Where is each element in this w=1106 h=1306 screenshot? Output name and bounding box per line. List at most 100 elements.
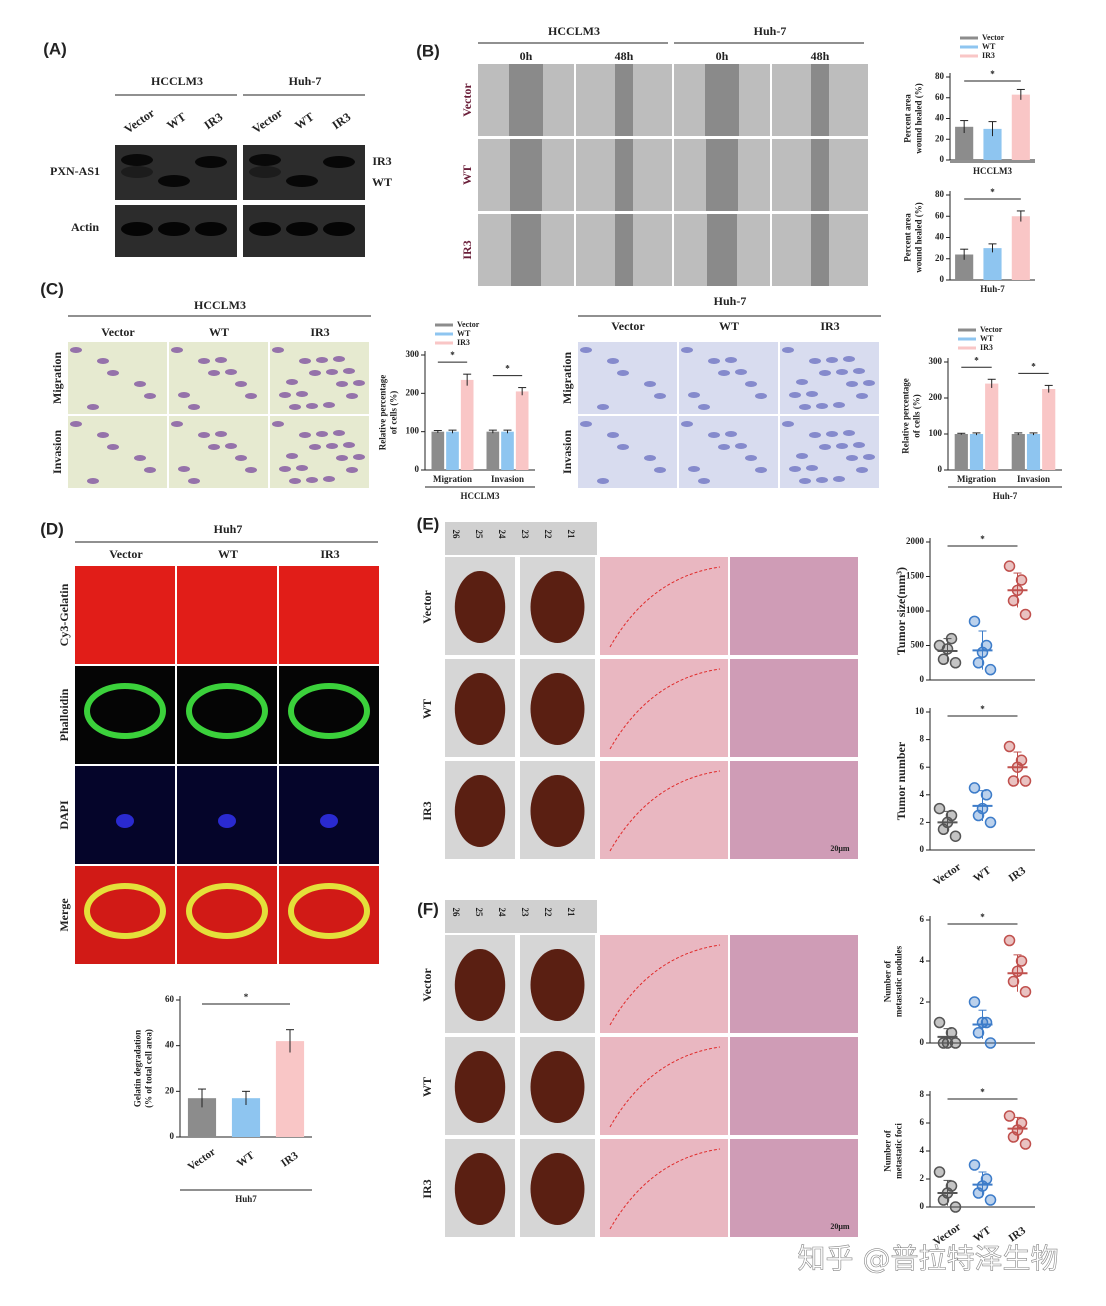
y-axis-label: Relative percentage — [901, 378, 911, 454]
image — [68, 342, 167, 414]
cell — [97, 358, 109, 364]
band — [249, 222, 281, 236]
image — [279, 566, 379, 664]
cell — [84, 683, 166, 739]
cell — [215, 431, 227, 437]
x-tick-label: Vector — [186, 1146, 218, 1174]
x-tick-label: Invasion — [1017, 474, 1050, 484]
y-tick-label: 20 — [935, 253, 945, 263]
histology — [730, 935, 858, 1033]
y-tick-label: 40 — [935, 232, 945, 242]
wound-gap — [811, 139, 829, 211]
image — [270, 416, 369, 488]
y-axis-label: of cells (%) — [912, 394, 922, 437]
ruler-number: 22 — [543, 530, 553, 540]
y-tick-label: 80 — [935, 189, 945, 199]
y-tick-label: 100 — [406, 426, 420, 436]
y-tick-label: 2 — [920, 996, 925, 1006]
cell — [107, 444, 119, 450]
band — [121, 222, 153, 236]
row-label: Migration — [560, 352, 574, 404]
cell — [235, 455, 247, 461]
ruler-number: 23 — [520, 908, 530, 918]
histology — [730, 1037, 858, 1135]
band — [249, 166, 281, 178]
scale-label: 20μm — [830, 844, 850, 853]
row-label: IR3 — [420, 1179, 434, 1198]
y-tick-label: 0 — [415, 464, 420, 474]
organ — [454, 949, 506, 1021]
cell — [644, 455, 656, 461]
col-label: WT — [719, 319, 739, 333]
row-label: Vector — [420, 590, 434, 624]
dot — [984, 816, 997, 829]
dot — [968, 615, 981, 628]
wound-gap — [707, 214, 737, 286]
significance: * — [980, 1087, 985, 1097]
nucleus — [218, 814, 236, 828]
cell — [286, 379, 298, 385]
cell — [208, 444, 220, 450]
cell — [353, 454, 365, 460]
x-tick-label: Migration — [957, 474, 996, 484]
legend-label: IR3 — [980, 343, 993, 352]
row-label: Vector — [420, 968, 434, 1002]
row-label: Actin — [71, 220, 99, 234]
lane-label: IR3 — [201, 110, 225, 133]
cell — [607, 358, 619, 364]
cell — [836, 443, 848, 449]
watermark: 知乎 @普拉特泽生物 — [798, 1242, 1059, 1275]
x-axis-label: HCCLM3 — [461, 491, 500, 501]
row-label: Migration — [50, 352, 64, 404]
group-header: Huh-7 — [754, 24, 787, 38]
lane-label: IR3 — [329, 110, 353, 133]
dot — [972, 1027, 985, 1039]
histology — [730, 557, 858, 655]
image — [270, 342, 369, 414]
image — [279, 866, 379, 964]
panel-label: (F) — [417, 899, 439, 918]
histology — [600, 761, 728, 859]
cell — [809, 432, 821, 438]
cell — [654, 467, 666, 473]
row-label: Invasion — [50, 430, 64, 474]
histology — [600, 1139, 728, 1237]
group-header: HCCLM3 — [151, 74, 203, 88]
y-axis-label: Relative percentage — [378, 375, 388, 451]
dot — [1003, 740, 1016, 753]
cell — [708, 358, 720, 364]
dot — [968, 1159, 981, 1171]
band — [158, 175, 190, 187]
y-tick-label: 8 — [920, 1089, 925, 1099]
cell — [718, 444, 730, 450]
dot — [937, 653, 950, 666]
cell — [819, 370, 831, 376]
y-tick-label: 80 — [935, 71, 945, 81]
legend-label: Vector — [982, 33, 1005, 42]
cell — [316, 357, 328, 363]
bar — [1042, 389, 1056, 470]
y-axis-label: metastatic foci — [894, 1123, 904, 1179]
panel-label: (D) — [40, 519, 64, 538]
y-tick-label: 8 — [920, 734, 925, 744]
cell — [70, 347, 82, 353]
y-axis-label: of cells (%) — [389, 391, 399, 434]
dot — [1015, 754, 1028, 767]
band — [286, 175, 318, 187]
ruler-number: 24 — [497, 908, 507, 918]
band-label: IR3 — [372, 154, 391, 168]
dot — [933, 639, 946, 652]
y-tick-label: 200 — [406, 387, 420, 397]
cell — [70, 421, 82, 427]
row-label: WT — [420, 1077, 434, 1097]
significance: * — [974, 355, 979, 365]
legend-label: IR3 — [982, 51, 995, 60]
y-tick-label: 10 — [915, 706, 925, 716]
y-tick-label: 20 — [165, 1085, 175, 1095]
cell — [789, 466, 801, 472]
y-tick-label: 60 — [935, 92, 945, 102]
cell — [796, 379, 808, 385]
cell — [84, 883, 166, 939]
row-label: IR3 — [460, 240, 474, 259]
